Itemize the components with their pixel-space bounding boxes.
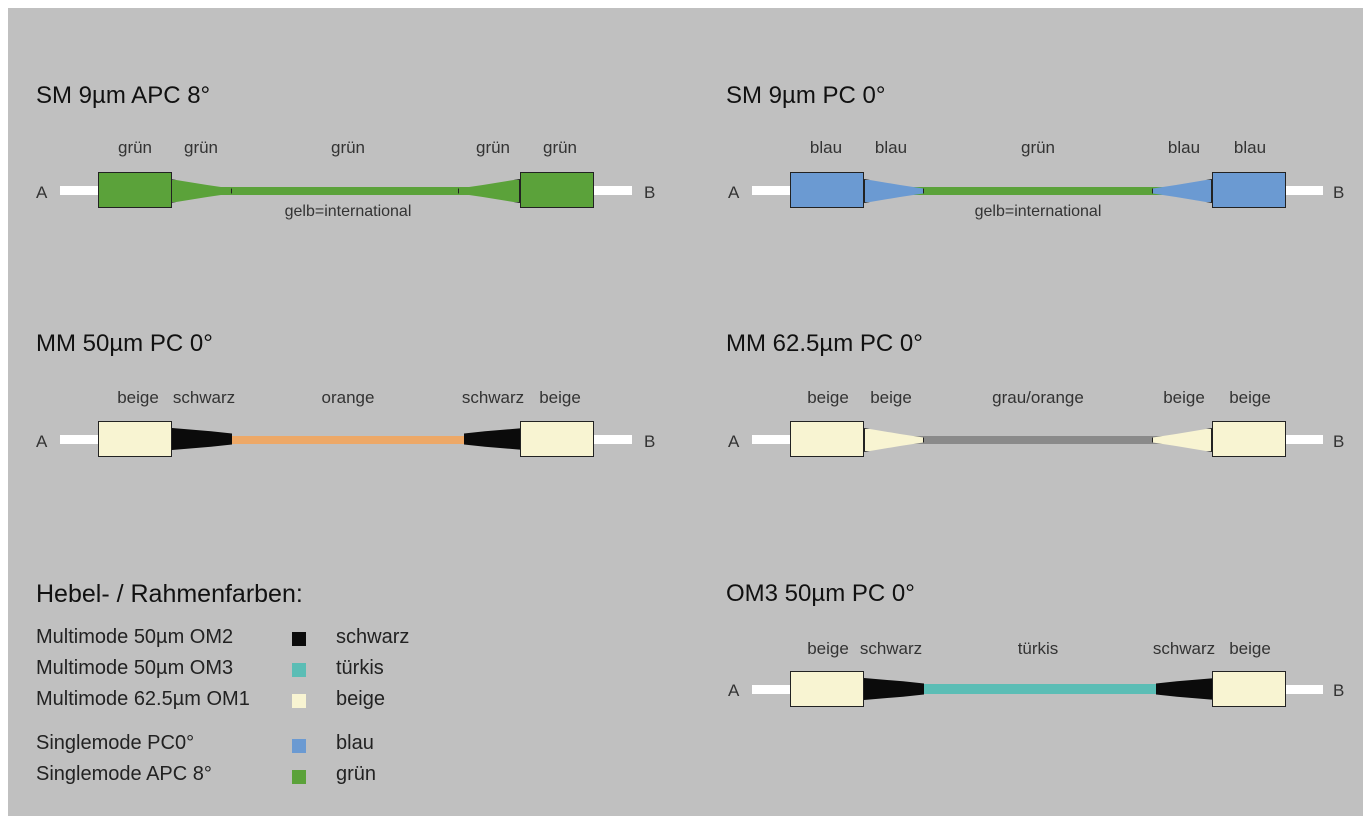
connector-a-label: beige (807, 388, 849, 407)
connector-a-label: beige (807, 639, 849, 658)
connector-b-label: grün (542, 138, 578, 157)
end-b-label: B (1333, 183, 1345, 202)
connector-b (520, 172, 594, 208)
cable-note: gelb=international (974, 203, 1102, 220)
boot-a-label: grün (183, 138, 219, 157)
diagram-title: MM 50µm PC 0° (36, 330, 213, 357)
connector-b (520, 421, 594, 457)
connector-a (790, 421, 864, 457)
connector-a (98, 172, 172, 208)
legend-swatch (292, 663, 306, 677)
white-lead-b (594, 186, 632, 195)
white-lead-a (752, 435, 790, 444)
cable-label: türkis (1017, 639, 1059, 658)
legend-item-color: türkis (336, 657, 384, 679)
boot-b (1156, 678, 1216, 700)
end-a-label: A (36, 183, 48, 202)
legend-item-type: Multimode 50µm OM2 (36, 626, 234, 648)
legend-item-color: beige (336, 688, 385, 710)
fiber-cable (208, 187, 488, 195)
connector-b (1212, 172, 1286, 208)
boot-b-label: blau (1167, 138, 1201, 157)
boot-b (1152, 179, 1212, 203)
connector-b (1212, 671, 1286, 707)
diagram-title: MM 62.5µm PC 0° (726, 330, 923, 357)
boot-a (170, 179, 232, 203)
connector-a (98, 421, 172, 457)
end-b-label: B (1333, 681, 1345, 700)
boot-b-label: grün (475, 138, 511, 157)
connector-a-label: blau (809, 138, 843, 157)
white-lead-a (752, 685, 790, 694)
boot-b (1152, 428, 1212, 452)
legend-item-type: Singlemode APC 8° (36, 763, 212, 785)
white-lead-a (60, 186, 98, 195)
fiber-cable (898, 436, 1178, 444)
legend-item-type: Singlemode PC0° (36, 732, 195, 754)
legend-item-type: Multimode 50µm OM3 (36, 657, 234, 679)
boot-a-label: beige (870, 388, 912, 407)
boot-a (864, 678, 924, 700)
white-lead-b (1285, 435, 1323, 444)
boot-a (172, 428, 232, 450)
white-lead-a (752, 186, 790, 195)
end-b-label: B (1333, 432, 1345, 451)
boot-b-label: schwarz (1152, 639, 1216, 658)
fiber-cable (898, 187, 1178, 195)
boot-a-label: schwarz (172, 388, 236, 407)
legend-swatch (292, 739, 306, 753)
diagram-title: SM 9µm APC 8° (36, 82, 211, 109)
connector-a (790, 671, 864, 707)
boot-a (864, 428, 924, 452)
connector-b-label: beige (539, 388, 581, 407)
end-a-label: A (728, 183, 740, 202)
cable-note: gelb=international (284, 203, 412, 220)
diagram-title: OM3 50µm PC 0° (726, 580, 915, 607)
legend-swatch (292, 694, 306, 708)
cable-label: grün (330, 138, 366, 157)
legend-item-color: blau (336, 732, 374, 754)
connector-a (790, 172, 864, 208)
legend-title: Hebel- / Rahmenfarben: (36, 580, 303, 608)
diagram-canvas: SM 9µm APC 8° grün grün grün grün grün A… (8, 8, 1363, 816)
connector-a-label: beige (117, 388, 159, 407)
end-a-label: A (728, 681, 740, 700)
white-lead-b (594, 435, 632, 444)
boot-a (864, 179, 924, 203)
end-b-label: B (644, 432, 656, 451)
boot-b (458, 179, 520, 203)
boot-a-label: blau (874, 138, 908, 157)
boot-b-label: schwarz (461, 388, 525, 407)
connector-a-label: grün (117, 138, 153, 157)
connector-b-label: blau (1233, 138, 1267, 157)
fiber-cable (908, 684, 1168, 694)
cable-label: grau/orange (992, 388, 1084, 407)
end-b-label: B (644, 183, 656, 202)
connector-b (1212, 421, 1286, 457)
cable-label: orange (321, 388, 375, 407)
white-lead-a (60, 435, 98, 444)
connector-b-label: beige (1229, 639, 1271, 658)
legend-swatch (292, 770, 306, 784)
legend-item-color: grün (336, 763, 377, 785)
legend-item-type: Multimode 62.5µm OM1 (36, 688, 250, 710)
boot-a-label: schwarz (859, 639, 923, 658)
diagram-title: SM 9µm PC 0° (726, 82, 886, 109)
legend-item-color: schwarz (336, 626, 410, 648)
end-a-label: A (728, 432, 740, 451)
boot-b (464, 428, 524, 450)
white-lead-b (1285, 186, 1323, 195)
white-lead-b (1285, 685, 1323, 694)
connector-b-label: beige (1229, 388, 1271, 407)
legend-swatch (292, 632, 306, 646)
fiber-cable (223, 436, 473, 444)
cable-label: grün (1020, 138, 1056, 157)
end-a-label: A (36, 432, 48, 451)
boot-b-label: beige (1163, 388, 1205, 407)
